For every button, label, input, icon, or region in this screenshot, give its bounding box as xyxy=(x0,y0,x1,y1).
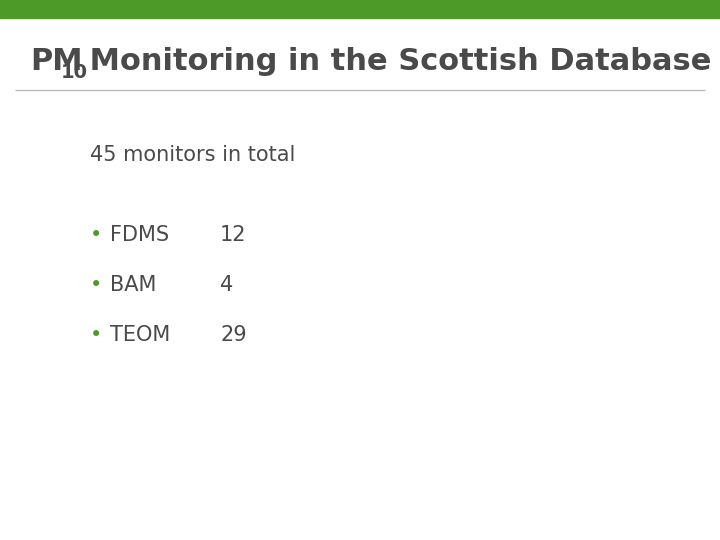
Text: PM: PM xyxy=(30,47,83,76)
Text: 45 monitors in total: 45 monitors in total xyxy=(90,145,295,165)
Text: 12: 12 xyxy=(220,225,246,245)
Text: •: • xyxy=(90,275,102,295)
Text: •: • xyxy=(90,225,102,245)
Text: 4: 4 xyxy=(220,275,233,295)
Text: •: • xyxy=(90,325,102,345)
Text: BAM: BAM xyxy=(110,275,156,295)
Text: Monitoring in the Scottish Database: Monitoring in the Scottish Database xyxy=(79,47,711,76)
Text: 29: 29 xyxy=(220,325,247,345)
Text: 10: 10 xyxy=(61,63,88,82)
Text: FDMS: FDMS xyxy=(110,225,169,245)
Text: TEOM: TEOM xyxy=(110,325,170,345)
